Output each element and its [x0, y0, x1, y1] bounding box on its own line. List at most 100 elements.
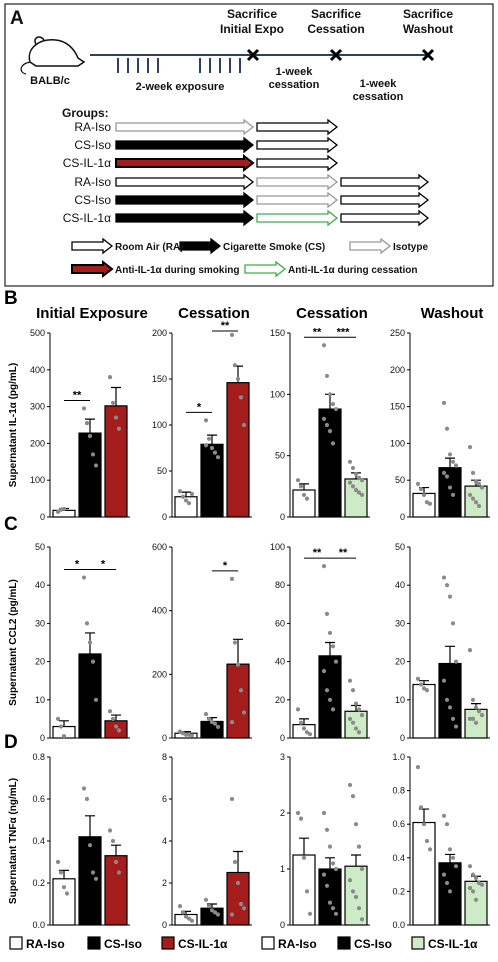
data-point — [186, 916, 192, 921]
arrow — [256, 173, 339, 191]
data-point — [107, 375, 113, 380]
data-point — [206, 904, 212, 909]
data-point — [441, 678, 447, 683]
data-point — [347, 480, 353, 485]
data-point — [321, 669, 327, 674]
data-point — [333, 866, 339, 872]
data-point — [180, 494, 186, 499]
significance-label: ** — [313, 547, 322, 559]
data-point — [450, 492, 456, 498]
data-point — [113, 859, 119, 865]
mouse-tail — [20, 61, 31, 75]
y-tick-label: 2 — [162, 878, 167, 888]
data-point — [110, 400, 116, 406]
data-point — [350, 889, 356, 894]
strain: BALB/c — [30, 75, 70, 87]
y-axis-title: Supernatant TNFα (ng/mL) — [8, 778, 19, 904]
y-tick-label: 100 — [270, 389, 285, 399]
data-point — [87, 640, 93, 645]
data-point — [356, 844, 362, 849]
data-point — [421, 686, 427, 691]
y-tick-label: 0.2 — [392, 886, 405, 896]
data-point — [295, 707, 301, 712]
data-point — [427, 501, 433, 506]
chart-title: Washout — [421, 305, 484, 322]
data-point — [350, 794, 356, 799]
data-point — [359, 478, 365, 483]
y-tick-label: 40 — [395, 580, 405, 590]
legend-swatch — [337, 936, 351, 950]
sacrifice-label: Sacrifice — [311, 7, 361, 21]
error-bar — [445, 457, 455, 468]
error-bar — [233, 638, 243, 665]
data-point — [353, 487, 359, 493]
data-point — [241, 906, 247, 911]
data-point — [415, 676, 421, 681]
data-point — [327, 392, 333, 397]
significance-label: *** — [337, 326, 351, 338]
y-tick-label: 200 — [152, 669, 167, 679]
data-point — [177, 904, 183, 909]
data-point — [327, 900, 333, 905]
data-point — [444, 822, 450, 827]
y-tick-label: 0 — [400, 733, 405, 743]
data-point — [229, 576, 235, 581]
period-label: 2-week exposure — [136, 81, 225, 93]
data-point — [444, 583, 450, 588]
significance-label: ** — [221, 320, 230, 332]
data-point — [107, 709, 113, 714]
data-point — [229, 796, 235, 802]
y-tick-label: 6 — [162, 794, 167, 804]
y-tick-label: 200 — [30, 438, 45, 448]
data-point — [93, 876, 99, 881]
y-tick-label: 150 — [390, 402, 405, 412]
data-point — [324, 827, 330, 832]
data-point — [298, 720, 304, 725]
data-point — [473, 875, 479, 881]
bar — [78, 432, 102, 518]
chart-title: Initial Exposure — [36, 305, 148, 322]
data-point — [350, 484, 356, 489]
data-point — [421, 492, 427, 498]
error-bar — [85, 418, 95, 434]
data-point — [203, 897, 209, 902]
data-point — [476, 481, 482, 486]
data-point — [116, 870, 122, 875]
arrow — [115, 136, 255, 154]
data-point — [467, 444, 473, 450]
data-point — [232, 363, 238, 368]
y-tick-label: 100 — [270, 542, 285, 552]
data-point — [229, 719, 235, 725]
data-point — [321, 872, 327, 877]
bar — [412, 821, 436, 926]
data-point — [203, 443, 209, 448]
data-point — [333, 406, 339, 412]
data-point — [235, 880, 241, 886]
data-point — [183, 732, 189, 737]
data-point — [444, 697, 450, 702]
data-point — [238, 688, 244, 693]
error-bar — [325, 857, 335, 869]
data-point — [467, 492, 473, 498]
panel-label: B — [4, 288, 18, 309]
y-tick-label: 200 — [390, 365, 405, 375]
data-point — [470, 496, 476, 501]
data-point — [241, 422, 247, 428]
data-point — [61, 733, 67, 739]
y-tick-label: 0 — [280, 512, 285, 522]
y-tick-label: 0 — [162, 512, 167, 522]
data-point — [473, 500, 479, 505]
arrow — [340, 173, 430, 191]
error-bar — [299, 483, 309, 491]
data-point — [84, 796, 90, 802]
error-bar — [445, 645, 455, 664]
chart-title: Cessation — [296, 305, 368, 322]
arrow — [115, 191, 255, 209]
data-point — [295, 478, 301, 483]
y-axis-title: Supernatant CCL2 (pg/mL) — [8, 579, 19, 706]
error-bar — [299, 718, 309, 725]
data-point — [424, 688, 430, 693]
y-tick-label: 20 — [395, 657, 405, 667]
y-tick-label: 0.4 — [392, 853, 405, 863]
